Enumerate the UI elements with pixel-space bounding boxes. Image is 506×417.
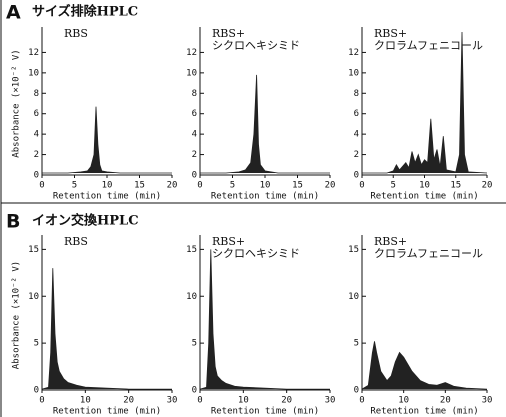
y-tick-label: 10 xyxy=(348,68,359,78)
x-tick-label: 30 xyxy=(167,396,178,406)
x-tick-label: 5 xyxy=(391,181,396,191)
y-tick-label: 0 xyxy=(192,386,197,396)
x-tick-label: 10 xyxy=(102,181,113,191)
chart-title: RBS+ xyxy=(212,235,245,248)
chart-title: クロラムフェニコール xyxy=(374,39,483,52)
chart-title: RBS+ xyxy=(374,235,407,248)
y-tick-label: 12 xyxy=(348,48,359,58)
chart-title: シクロヘキシミド xyxy=(212,247,300,260)
x-tick-label: 0 xyxy=(359,396,364,406)
y-tick-label: 4 xyxy=(354,130,359,140)
y-tick-label: 6 xyxy=(354,109,359,119)
x-tick-label: 0 xyxy=(197,396,202,406)
x-axis-label: Retention time (min) xyxy=(211,407,319,417)
y-tick-label: 10 xyxy=(186,68,197,78)
x-axis-label: Retention time (min) xyxy=(53,407,161,417)
chromatogram xyxy=(200,74,330,174)
y-tick-label: 8 xyxy=(192,89,197,99)
y-tick-label: 2 xyxy=(354,150,359,160)
x-tick-label: 0 xyxy=(359,181,364,191)
chromatogram xyxy=(41,268,172,390)
x-tick-label: 10 xyxy=(419,181,430,191)
chart-title: RBS xyxy=(64,27,88,40)
chromatogram xyxy=(199,249,330,390)
y-tick-label: 0 xyxy=(192,171,197,181)
y-tick-label: 8 xyxy=(354,89,359,99)
x-tick-label: 30 xyxy=(482,396,493,406)
x-tick-label: 10 xyxy=(238,396,249,406)
y-tick-label: 8 xyxy=(34,89,39,99)
x-tick-label: 5 xyxy=(72,181,77,191)
x-axis-label: Retention time (min) xyxy=(211,192,319,202)
y-tick-label: 15 xyxy=(28,245,39,255)
x-tick-label: 20 xyxy=(123,396,134,406)
chart-title: RBS xyxy=(64,235,88,248)
y-tick-label: 12 xyxy=(186,48,197,58)
x-tick-label: 10 xyxy=(398,396,409,406)
chromatogram xyxy=(362,31,488,174)
chart-title: クロラムフェニコール xyxy=(374,247,483,260)
x-tick-label: 10 xyxy=(260,181,271,191)
y-tick-label: 12 xyxy=(28,48,39,58)
y-tick-label: 4 xyxy=(192,130,197,140)
x-tick-label: 30 xyxy=(325,396,336,406)
x-tick-label: 20 xyxy=(281,396,292,406)
chart-title: RBS+ xyxy=(212,27,245,40)
y-tick-label: 15 xyxy=(186,245,197,255)
y-axis-label: Absorbance (×10⁻² V) xyxy=(12,49,22,157)
y-tick-label: 10 xyxy=(28,68,39,78)
y-tick-label: 6 xyxy=(34,109,39,119)
panel-title: イオン交換HPLC xyxy=(32,213,139,229)
y-tick-label: 10 xyxy=(348,292,359,302)
y-tick-label: 0 xyxy=(34,171,39,181)
chromatogram xyxy=(361,341,488,390)
y-tick-label: 15 xyxy=(348,245,359,255)
panel-letter: A xyxy=(6,2,21,24)
y-tick-label: 10 xyxy=(28,292,39,302)
x-tick-label: 5 xyxy=(230,181,235,191)
y-tick-label: 5 xyxy=(354,339,359,349)
panel-title: サイズ排除HPLC xyxy=(32,4,138,20)
y-tick-label: 4 xyxy=(34,130,39,140)
y-tick-label: 0 xyxy=(34,386,39,396)
y-axis-label: Absorbance (×10⁻² V) xyxy=(12,261,22,369)
y-tick-label: 2 xyxy=(34,150,39,160)
chart-title: RBS+ xyxy=(374,27,407,40)
x-tick-label: 0 xyxy=(39,396,44,406)
y-tick-label: 6 xyxy=(192,109,197,119)
x-tick-label: 10 xyxy=(80,396,91,406)
x-tick-label: 15 xyxy=(450,181,461,191)
x-tick-label: 20 xyxy=(325,181,336,191)
y-tick-label: 5 xyxy=(192,339,197,349)
x-tick-label: 15 xyxy=(134,181,145,191)
panel-letter: B xyxy=(6,211,20,233)
x-tick-label: 0 xyxy=(39,181,44,191)
x-tick-label: 15 xyxy=(292,181,303,191)
x-axis-label: Retention time (min) xyxy=(370,192,478,202)
x-axis-label: Retention time (min) xyxy=(370,407,478,417)
chromatogram xyxy=(42,106,172,174)
x-tick-label: 20 xyxy=(167,181,178,191)
x-tick-label: 0 xyxy=(197,181,202,191)
y-tick-label: 0 xyxy=(354,386,359,396)
chart-title: シクロヘキシミド xyxy=(212,39,300,52)
x-tick-label: 20 xyxy=(440,396,451,406)
y-tick-label: 10 xyxy=(186,292,197,302)
x-axis-label: Retention time (min) xyxy=(53,192,161,202)
y-tick-label: 2 xyxy=(192,150,197,160)
x-tick-label: 20 xyxy=(482,181,493,191)
y-tick-label: 5 xyxy=(34,339,39,349)
y-tick-label: 0 xyxy=(354,171,359,181)
